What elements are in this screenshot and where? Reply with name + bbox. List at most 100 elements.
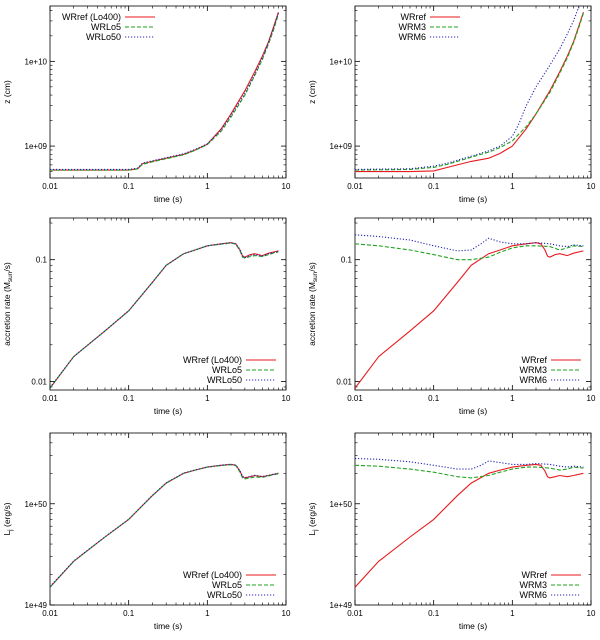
x-tick-label: 0.01 (347, 182, 363, 191)
y-tick-label: 1e+09 (25, 142, 48, 151)
y-tick-label: 1e+49 (25, 601, 48, 610)
y-tick-label: 0.1 (36, 256, 48, 265)
legend-label: WRLo50 (86, 32, 121, 42)
series-line-wrlo50 (50, 463, 279, 587)
y-axis-label: Lj​ (erg/s) (307, 502, 319, 535)
x-tick-label: 10 (282, 394, 291, 403)
y-axis-label: accretion rate (Msun​/s) (2, 262, 14, 346)
x-tick-label: 0.1 (123, 182, 135, 191)
legend-label: WRref (522, 355, 548, 365)
chart-p3: 0.01 0.1 1 10 0.01 0.1 time (s) accretion rate … (2, 217, 291, 416)
legend-label: WRM3 (520, 365, 548, 375)
x-tick-label: 10 (282, 182, 291, 191)
plot-frame (49, 5, 287, 179)
x-tick-label: 0.01 (347, 609, 363, 618)
x-axis-label: time (s) (154, 621, 183, 631)
series-line-wrlo50 (50, 242, 279, 388)
x-tick-label: 0.01 (42, 394, 58, 403)
chart-p5: 0.01 0.1 1 10 1e+49 1e+50 time (s) Lj​ (erg/s) W… (2, 432, 291, 631)
plot-frame (354, 217, 592, 391)
legend-label: WRLo5 (212, 365, 242, 375)
y-axis-label: accretion rate (Msun​/s) (307, 262, 319, 346)
legend-label: WRLo50 (207, 590, 242, 600)
x-tick-label: 0.01 (42, 609, 58, 618)
x-tick-label: 1 (205, 182, 210, 191)
legend-label: WRref (522, 570, 548, 580)
x-tick-label: 0.01 (42, 182, 58, 191)
x-tick-label: 1 (205, 394, 210, 403)
x-tick-label: 10 (587, 609, 596, 618)
legend-label: WRM3 (520, 580, 548, 590)
legend-label: WRref (Lo400) (183, 355, 242, 365)
series-line-wrref-lo400- (50, 242, 279, 389)
series-line-wrref-lo400- (50, 463, 279, 588)
legend-label: WRref (Lo400) (183, 570, 242, 580)
plot-frame (49, 432, 287, 606)
series-line-wrm3 (355, 464, 584, 479)
legend-label: WRref (401, 12, 427, 22)
series-line-wrm6 (355, 457, 584, 470)
plot-frame (354, 432, 592, 606)
y-tick-label: 0.01 (336, 377, 352, 386)
series-line-wrref-lo400- (50, 12, 279, 171)
x-tick-label: 0.1 (428, 394, 440, 403)
y-axis-label: z (cm) (2, 80, 12, 104)
y-tick-label: 0.01 (31, 377, 47, 386)
chart-p4: 0.01 0.1 1 10 0.01 0.1 time (s) accretion rate … (307, 217, 596, 416)
series-line-wrref (355, 463, 584, 588)
plot-frame (354, 5, 592, 179)
x-tick-label: 10 (587, 182, 596, 191)
x-axis-label: time (s) (459, 621, 488, 631)
series-line-wrref (355, 12, 584, 173)
x-axis-label: time (s) (459, 406, 488, 416)
x-tick-label: 0.01 (347, 394, 363, 403)
series-line-wrref (355, 242, 584, 389)
x-tick-label: 1 (510, 609, 515, 618)
x-tick-label: 1 (205, 609, 210, 618)
legend-label: WRM6 (520, 375, 548, 385)
legend-label: WRLo5 (212, 580, 242, 590)
y-tick-label: 1e+10 (25, 57, 48, 66)
x-tick-label: 1 (510, 182, 515, 191)
x-tick-label: 10 (587, 394, 596, 403)
x-tick-label: 0.1 (428, 182, 440, 191)
x-axis-label: time (s) (459, 194, 488, 204)
series-line-wrm3 (355, 13, 584, 171)
series-line-wrm6 (355, 234, 584, 252)
y-axis-label: Lj​ (erg/s) (2, 502, 14, 535)
plot-frame (49, 217, 287, 391)
series-line-wrlo5 (50, 14, 279, 171)
series-line-wrlo5 (50, 464, 279, 588)
y-tick-label: 1e+49 (330, 601, 353, 610)
series-line-wrm6 (355, 6, 580, 170)
legend-label: WRM6 (399, 32, 427, 42)
chart-p6: 0.01 0.1 1 10 1e+49 1e+50 time (s) Lj​ (erg/s) W… (307, 432, 596, 631)
x-tick-label: 10 (282, 609, 291, 618)
x-tick-label: 0.1 (428, 609, 440, 618)
x-axis-label: time (s) (154, 194, 183, 204)
series-line-wrlo5 (50, 242, 279, 389)
chart-p1: 0.01 0.1 1 10 1e+09 1e+10 time (s) z (cm) WRref … (2, 5, 291, 204)
series-line-wrm3 (355, 243, 584, 261)
y-tick-label: 0.1 (341, 256, 353, 265)
legend-label: WRLo50 (207, 375, 242, 385)
y-axis-label: z (cm) (307, 80, 317, 104)
y-tick-label: 1e+09 (330, 142, 353, 151)
y-tick-label: 1e+10 (330, 57, 353, 66)
legend-label: WRM6 (520, 590, 548, 600)
y-tick-label: 1e+50 (25, 500, 48, 509)
x-tick-label: 1 (510, 394, 515, 403)
series-line-wrlo50 (50, 13, 279, 170)
legend-label: WRM3 (399, 22, 427, 32)
legend-label: WRref (Lo400) (62, 12, 121, 22)
x-tick-label: 0.1 (123, 609, 135, 618)
x-tick-label: 0.1 (123, 394, 135, 403)
